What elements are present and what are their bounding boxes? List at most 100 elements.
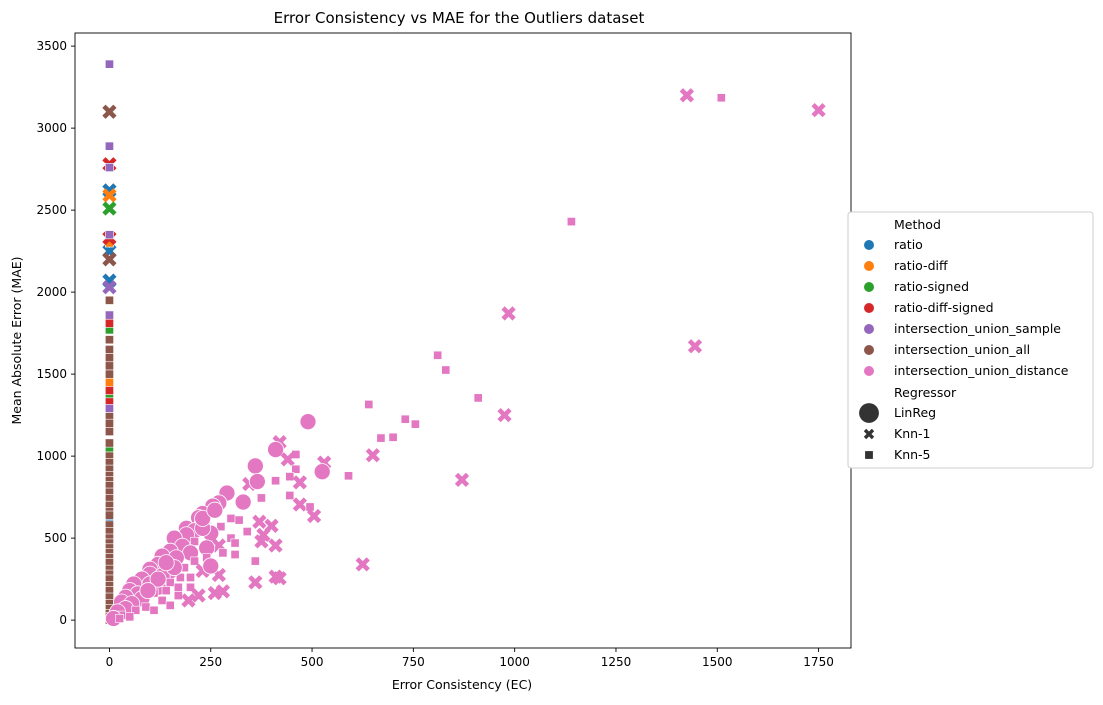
data-point-intersection_union_distance — [157, 595, 167, 605]
data-point-intersection_union_sample — [105, 310, 114, 320]
data-point-intersection_union_all — [105, 361, 114, 371]
data-point-intersection_union_distance — [194, 509, 212, 527]
legend-label-ratio: ratio — [894, 237, 923, 252]
data-point-intersection_union_distance — [165, 600, 175, 610]
data-point-intersection_union_distance — [716, 93, 726, 103]
data-point-intersection_union_all — [105, 510, 114, 520]
data-point-intersection_union_distance — [157, 554, 175, 572]
data-point-intersection_union_sample — [105, 141, 114, 151]
x-axis-label: Error Consistency (EC) — [392, 677, 532, 692]
data-point-intersection_union_all — [105, 345, 114, 354]
x-tick-label: 1500 — [702, 655, 733, 669]
data-point-intersection_union_distance — [271, 476, 281, 486]
data-point-intersection_union_distance — [248, 473, 266, 491]
legend-label-ratio-diff: ratio-diff — [894, 258, 948, 273]
data-point-intersection_union_distance — [454, 472, 470, 488]
data-point-intersection_union_distance — [173, 582, 183, 592]
y-tick-label: 500 — [44, 531, 67, 545]
data-point-intersection_union_distance — [254, 534, 269, 549]
data-point-intersection_union_distance — [202, 557, 220, 575]
data-point-intersection_union_distance — [272, 571, 287, 586]
data-point-intersection_union_all — [105, 335, 114, 345]
data-point-intersection_union_distance — [125, 612, 135, 622]
data-point-intersection_union_distance — [313, 463, 331, 481]
data-point-intersection_union_distance — [376, 433, 386, 443]
legend-swatch-intersection_union_sample — [864, 324, 874, 334]
x-axis-ticks: 0 250 500 750 1000 1250 1500 1750 — [106, 648, 834, 669]
y-axis-label: Mean Absolute Error (MAE) — [9, 256, 24, 424]
data-point-intersection_union_distance — [299, 413, 317, 431]
y-tick-label: 1500 — [36, 367, 67, 381]
legend-marker-Knn-1 — [863, 428, 875, 440]
data-point-intersection_union_distance — [207, 585, 222, 601]
legend-swatch-intersection_union_all — [864, 345, 874, 355]
data-point-intersection_union_distance — [131, 605, 141, 615]
data-point-intersection_union_distance — [190, 556, 199, 566]
data-point-intersection_union_distance — [433, 350, 443, 360]
x-tick-label: 1000 — [499, 655, 530, 669]
x-tick-label: 1250 — [601, 655, 632, 669]
data-point-intersection_union_distance — [285, 491, 295, 500]
legend-label-Knn-5: Knn-5 — [894, 447, 931, 462]
data-point-intersection_union_distance — [165, 577, 175, 587]
data-point-intersection_union_sample — [105, 59, 114, 69]
chart-title: Error Consistency vs MAE for the Outlier… — [274, 9, 645, 27]
data-point-intersection_union_distance — [267, 441, 285, 459]
data-point-intersection_union_distance — [268, 538, 283, 553]
data-point-ratio-diff-signed — [105, 318, 114, 328]
data-point-intersection_union_distance — [234, 493, 252, 511]
data-point-intersection_union_all — [105, 369, 114, 379]
y-tick-label: 2500 — [36, 203, 67, 217]
data-points — [102, 59, 826, 627]
data-point-intersection_union_distance — [141, 602, 151, 612]
data-point-intersection_union_distance — [285, 472, 295, 482]
data-point-intersection_union_distance — [355, 557, 370, 572]
data-point-intersection_union_all — [105, 295, 114, 305]
data-point-intersection_union_distance — [218, 548, 228, 558]
legend: Method ratio ratio-diff ratio-signed ratio-… — [847, 211, 1094, 469]
data-point-intersection_union_all — [105, 427, 114, 436]
y-tick-label: 0 — [59, 613, 67, 627]
data-point-intersection_union_distance — [234, 515, 244, 525]
data-point-intersection_union_distance — [190, 536, 199, 546]
data-point-intersection_union_distance — [216, 522, 226, 532]
legend-label-ratio-signed: ratio-signed — [894, 279, 969, 294]
x-tick-label: 0 — [106, 655, 114, 669]
legend-label-intersection_union_distance: intersection_union_distance — [894, 363, 1069, 378]
legend-methods: ratio ratio-diff ratio-signed ratio-diff-si… — [864, 237, 1069, 378]
x-tick-label: 500 — [301, 655, 324, 669]
data-point-intersection_union_distance — [344, 471, 353, 481]
data-point-intersection_union_distance — [246, 457, 264, 475]
x-tick-label: 1750 — [803, 655, 834, 669]
data-point-intersection_union_distance — [388, 432, 398, 442]
legend-swatch-ratio — [864, 240, 874, 250]
legend-label-intersection_union_sample: intersection_union_sample — [894, 321, 1061, 336]
data-point-intersection_union_distance — [250, 556, 260, 566]
legend-label-ratio-diff-signed: ratio-diff-signed — [894, 300, 994, 315]
data-point-intersection_union_distance — [161, 586, 171, 596]
data-point-intersection_union_distance — [306, 508, 322, 524]
data-point-intersection_union_distance — [186, 573, 195, 582]
legend-swatch-ratio-diff-signed — [864, 303, 874, 313]
data-point-ratio-signed — [102, 201, 117, 216]
data-point-intersection_union_distance — [206, 501, 224, 519]
data-point-intersection_union_all — [105, 353, 114, 363]
data-point-intersection_union_distance — [566, 217, 576, 227]
data-point-ratio-diff — [105, 377, 114, 387]
data-point-intersection_union_distance — [501, 306, 516, 321]
data-point-intersection_union_distance — [181, 593, 196, 608]
legend-label-intersection_union_all: intersection_union_all — [894, 342, 1030, 357]
x-tick-label: 250 — [199, 655, 222, 669]
data-point-intersection_union_distance — [400, 414, 410, 424]
y-tick-label: 3000 — [36, 121, 67, 135]
data-point-intersection_union_distance — [230, 538, 240, 548]
legend-label-LinReg: LinReg — [894, 405, 936, 420]
data-point-intersection_union_distance — [242, 527, 252, 536]
legend-title-regressor: Regressor — [894, 385, 957, 400]
data-point-intersection_union_distance — [115, 614, 125, 623]
data-point-intersection_union_distance — [280, 452, 295, 467]
legend-swatch-ratio-diff — [864, 261, 874, 271]
data-point-intersection_union_sample — [105, 163, 114, 172]
data-point-intersection_union_distance — [173, 591, 183, 600]
